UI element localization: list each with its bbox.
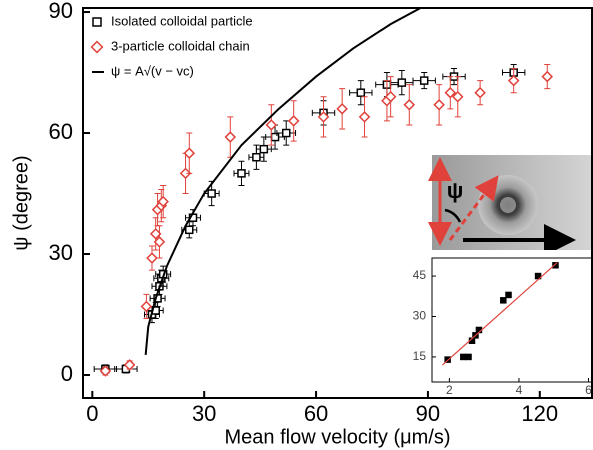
marker [460,353,467,361]
series-layer [93,8,554,377]
legend-swatch [92,17,102,27]
marker [157,195,169,208]
inset-image: ψ [428,155,593,256]
x-tick-label: 60 [304,401,328,426]
legend-label: Isolated colloidal particle [111,13,253,28]
y-axis-label: ψ (degree) [10,155,32,250]
y-tick-label: 60 [49,119,73,144]
y-tick-label: 15 [413,349,427,363]
marker [419,76,429,85]
marker [336,103,348,115]
plot-frame [431,257,593,383]
marker [185,225,194,235]
marker [265,119,278,131]
marker [237,169,246,178]
marker [534,272,542,280]
marker [465,353,472,361]
marker [259,144,269,154]
marker [500,297,507,304]
marker [149,228,162,240]
marker [552,262,559,269]
marker [317,111,330,123]
x-tick-label: 120 [521,401,558,426]
marker [474,86,486,99]
marker [403,99,416,111]
marker [507,74,520,87]
x-tick-label: 90 [416,401,440,426]
marker [281,128,291,138]
marker [146,252,158,264]
x-tick-label: 4 [516,383,523,397]
x-tick-label: 2 [446,383,453,397]
marker [224,131,237,143]
marker [252,152,261,162]
marker [183,147,196,159]
legend-swatch [90,40,104,54]
fit-line [442,262,558,366]
fit-line [144,8,421,355]
x-tick-label: 0 [86,401,98,426]
marker [270,132,280,142]
marker [358,111,371,123]
marker [433,99,445,111]
inset-angle-label: ψ [447,178,464,203]
marker [541,70,554,83]
legend-label: 3-particle colloidal chain [111,38,250,53]
inset-background [418,250,593,395]
marker [505,291,512,299]
marker [179,167,192,180]
y-tick-label: 30 [49,240,73,265]
y-tick-label: 30 [413,309,427,323]
marker [356,88,366,97]
marker [140,300,153,313]
y-tick-label: 90 [49,0,73,23]
marker [207,189,216,198]
legend-label: ψ = A√(v − vc) [111,63,194,78]
marker [451,90,464,103]
marker [153,236,166,248]
x-axis-label: Mean flow velocity (μm/s) [224,426,450,448]
x-tick-label: 6 [585,383,592,397]
y-tick-label: 45 [413,268,427,282]
marker [397,78,407,87]
marker [99,365,112,377]
marker [287,115,300,127]
marker [123,359,136,371]
plot-frame [82,7,593,399]
series-layer [442,262,559,366]
marker [444,86,457,99]
marker [384,90,397,103]
x-tick-label: 30 [192,401,216,426]
y-tick-label: 0 [61,361,73,386]
